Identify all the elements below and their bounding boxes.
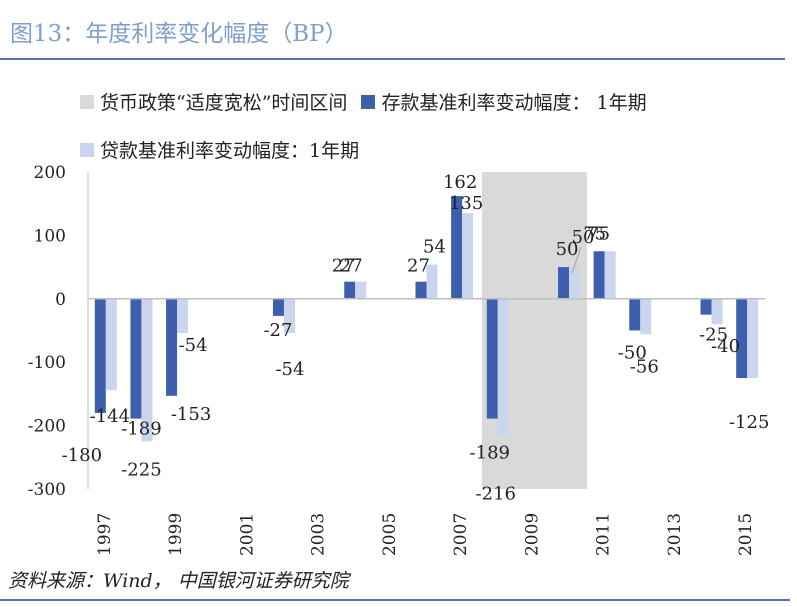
data-label: -54 bbox=[179, 335, 208, 356]
y-tick-label: -300 bbox=[28, 480, 66, 500]
x-tick-label: 2011 bbox=[594, 513, 614, 556]
data-label: -225 bbox=[121, 459, 161, 480]
loan-bar bbox=[141, 298, 153, 442]
data-label: -180 bbox=[62, 445, 102, 466]
y-tick-label: 100 bbox=[34, 226, 66, 246]
x-tick-label: 2005 bbox=[380, 513, 400, 556]
data-label: -125 bbox=[729, 412, 769, 433]
data-label: 135 bbox=[449, 193, 483, 214]
deposit-bar bbox=[629, 298, 641, 331]
data-label: 54 bbox=[423, 237, 446, 258]
deposit-bar bbox=[130, 298, 142, 419]
deposit-bar bbox=[736, 298, 748, 379]
y-tick-label: 0 bbox=[55, 290, 66, 310]
data-label: -25 bbox=[699, 325, 728, 346]
data-label: -54 bbox=[275, 359, 304, 380]
loan-bar bbox=[283, 298, 295, 334]
y-tick-label: 200 bbox=[34, 163, 66, 183]
x-tick-label: 2009 bbox=[522, 513, 542, 556]
loan-bar bbox=[105, 298, 117, 391]
data-label: 50 bbox=[556, 239, 579, 260]
x-tick-label: 2015 bbox=[736, 513, 756, 556]
legend-row-1: 货币政策“适度宽松”时间区间 存款基准利率变动幅度： 1年期 bbox=[80, 88, 647, 115]
x-tick-label: 2003 bbox=[309, 513, 329, 556]
data-label: 27 bbox=[340, 256, 363, 277]
deposit-bar bbox=[558, 267, 570, 299]
data-label: -189 bbox=[470, 443, 510, 464]
legend-row-2: 贷款基准利率变动幅度：1年期 bbox=[80, 136, 359, 163]
x-tick-label: 1997 bbox=[95, 513, 115, 556]
deposit-bar bbox=[344, 281, 356, 299]
footer-divider bbox=[0, 599, 790, 601]
deposit-bar bbox=[486, 298, 498, 419]
data-label: -153 bbox=[171, 404, 211, 425]
deposit-bar bbox=[415, 281, 427, 299]
x-tick-label: 2001 bbox=[237, 513, 257, 556]
legend-shade-label: 货币政策“适度宽松”时间区间 bbox=[100, 92, 348, 114]
data-label: -189 bbox=[121, 419, 161, 440]
loan-bar bbox=[177, 298, 189, 334]
loan-bar bbox=[569, 267, 581, 299]
page-title: 图13：年度利率变化幅度（BP） bbox=[10, 21, 348, 47]
data-label: 162 bbox=[443, 172, 477, 193]
deposit-bar bbox=[451, 196, 463, 299]
data-label: -216 bbox=[476, 484, 516, 505]
data-label: 27 bbox=[332, 256, 355, 277]
data-label: -27 bbox=[263, 320, 292, 341]
title-divider bbox=[0, 58, 785, 60]
data-label: -144 bbox=[90, 406, 130, 427]
data-label: 50 bbox=[572, 227, 595, 248]
data-label: -40 bbox=[711, 336, 740, 357]
y-tick-label: -200 bbox=[28, 417, 66, 437]
loan-bar bbox=[497, 298, 509, 436]
deposit-bar bbox=[700, 298, 712, 315]
legend-deposit-swatch bbox=[361, 94, 376, 109]
loan-bar bbox=[355, 281, 367, 299]
deposit-bar bbox=[94, 298, 106, 413]
loan-bar bbox=[711, 298, 723, 325]
legend-loan-swatch bbox=[80, 142, 94, 157]
legend-deposit-label: 存款基准利率变动幅度： 1年期 bbox=[381, 92, 647, 114]
data-label: -56 bbox=[630, 356, 659, 377]
deposit-bar bbox=[166, 298, 178, 396]
loan-bar bbox=[604, 251, 616, 299]
loan-bar bbox=[462, 213, 474, 299]
label-leader-line bbox=[571, 246, 582, 274]
loan-bar bbox=[747, 298, 759, 379]
x-tick-label: 2013 bbox=[665, 513, 685, 556]
data-label: 75 bbox=[583, 223, 606, 244]
legend-loan-label: 贷款基准利率变动幅度：1年期 bbox=[100, 140, 360, 162]
legend-shade-swatch bbox=[80, 94, 94, 109]
deposit-bar bbox=[593, 251, 605, 299]
data-label: 27 bbox=[407, 256, 430, 277]
x-tick-label: 1999 bbox=[166, 513, 186, 556]
x-tick-label: 2007 bbox=[451, 513, 471, 556]
y-tick-label: -100 bbox=[28, 353, 66, 373]
data-label: 75 bbox=[587, 223, 610, 244]
deposit-bar bbox=[272, 298, 284, 316]
data-label: -50 bbox=[618, 343, 647, 364]
loan-bar bbox=[426, 264, 438, 299]
source-note: 资料来源：Wind， 中国银河证券研究院 bbox=[8, 570, 349, 592]
loan-bar bbox=[640, 298, 652, 335]
